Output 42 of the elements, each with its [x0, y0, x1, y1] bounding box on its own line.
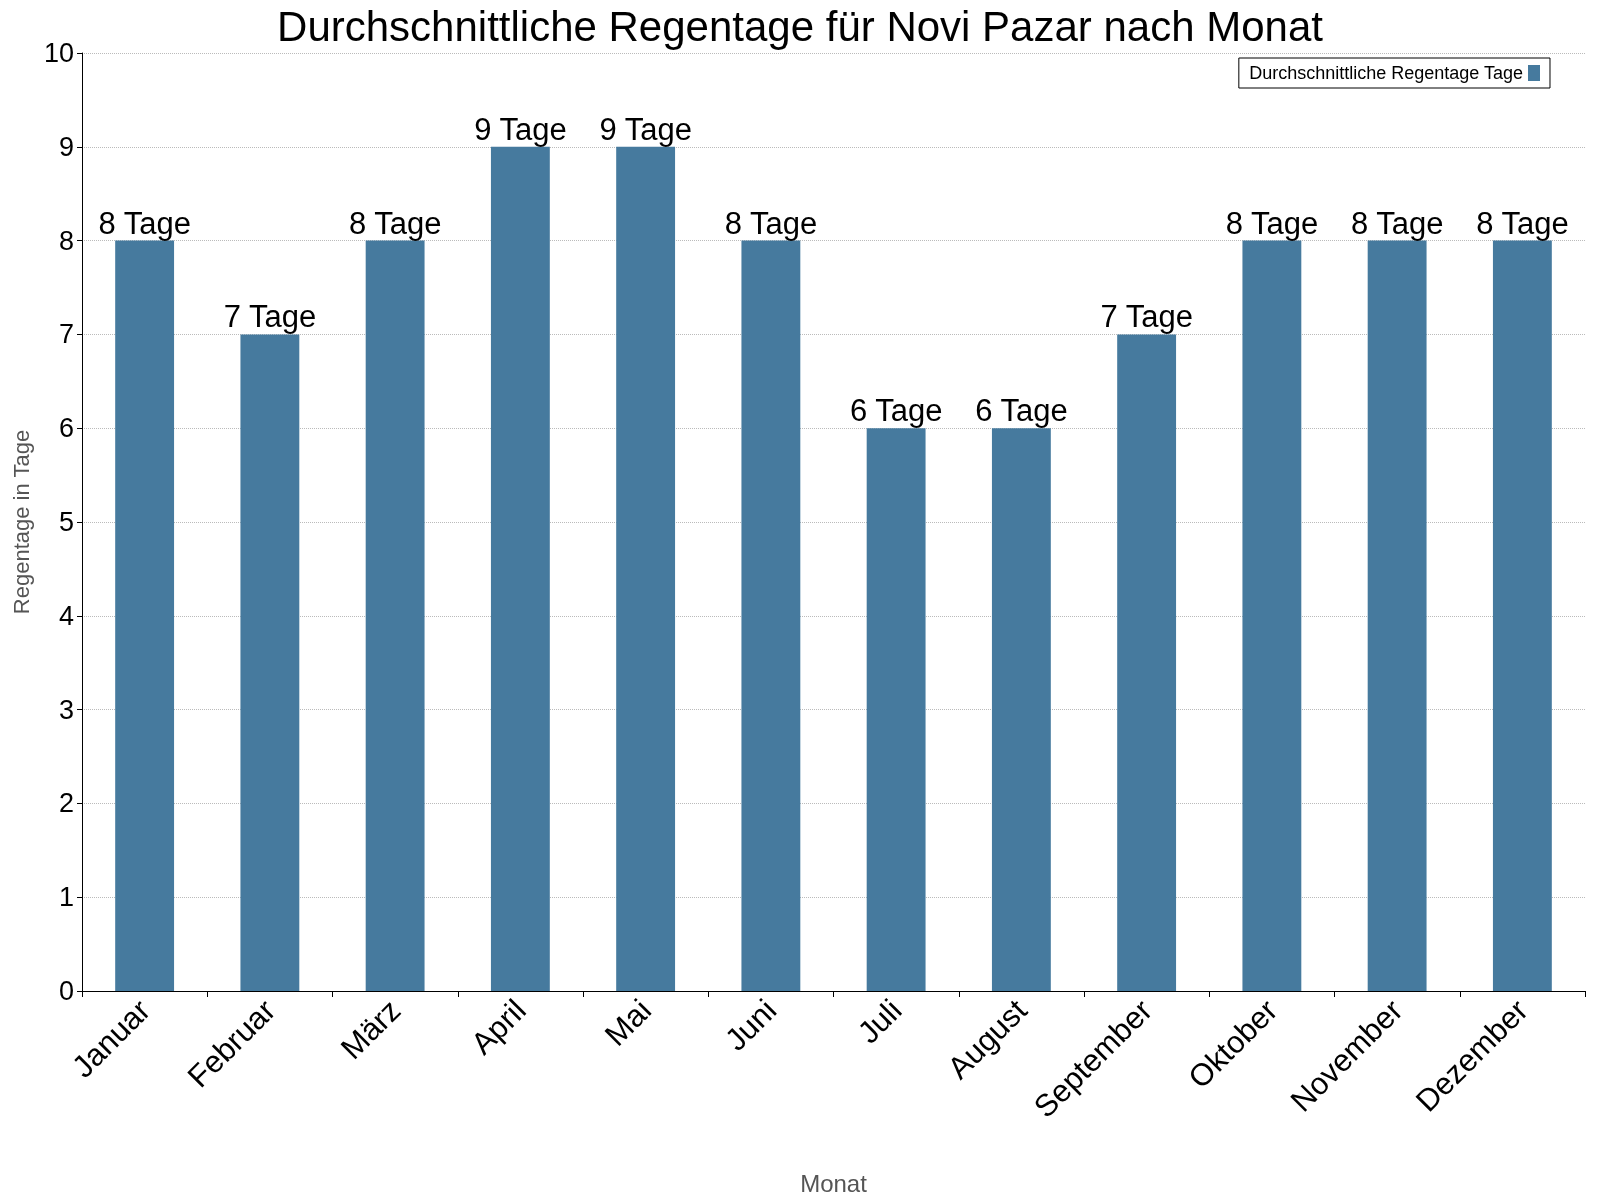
bar	[741, 240, 801, 991]
data-label: 8 Tage	[1350, 205, 1444, 241]
x-tick-label: Juli	[850, 992, 909, 1051]
y-tick-label: 9	[58, 131, 74, 162]
bar	[1492, 240, 1552, 991]
y-tick-label: 6	[58, 413, 74, 444]
y-axis-title: Regentage in Tage	[8, 429, 34, 615]
x-tick-label: Juni	[718, 992, 784, 1058]
data-label: 6 Tage	[975, 393, 1068, 429]
legend-label: Durchschnittliche Regentage Tage	[1249, 63, 1523, 83]
data-label: 8 Tage	[1225, 205, 1319, 241]
bar	[490, 146, 550, 991]
y-tick-label: 2	[58, 788, 74, 819]
bar	[240, 334, 300, 991]
y-tick-label: 10	[43, 38, 74, 68]
bar	[866, 428, 926, 991]
y-tick-label: 0	[58, 976, 74, 1006]
data-label: 8 Tage	[1476, 205, 1569, 241]
y-tick-label: 8	[58, 225, 74, 256]
bar	[115, 240, 175, 991]
data-label: 6 Tage	[849, 393, 943, 429]
bar	[365, 240, 425, 991]
y-tick-label: 1	[58, 882, 74, 913]
x-axis-title: Monat	[800, 1169, 868, 1197]
data-label: 8 Tage	[98, 205, 191, 241]
data-label: 9 Tage	[474, 111, 567, 147]
data-label: 8 Tage	[724, 205, 818, 241]
x-tick-label: Mai	[597, 992, 658, 1053]
data-label: 8 Tage	[348, 205, 442, 241]
data-label: 7 Tage	[1100, 299, 1193, 335]
data-label: 9 Tage	[599, 111, 692, 147]
bar	[991, 428, 1051, 991]
y-tick-label: 4	[58, 600, 74, 631]
y-tick-label: 5	[58, 507, 74, 537]
bar	[1117, 334, 1177, 991]
y-tick-label: 3	[58, 694, 74, 725]
bar	[616, 146, 676, 991]
chart-title: Durchschnittliche Regentage für Novi Pazar nach Monat	[277, 2, 1324, 50]
bar	[1242, 240, 1302, 991]
data-label: 7 Tage	[223, 299, 317, 335]
bar	[1367, 240, 1427, 991]
y-tick-label: 7	[58, 319, 74, 350]
